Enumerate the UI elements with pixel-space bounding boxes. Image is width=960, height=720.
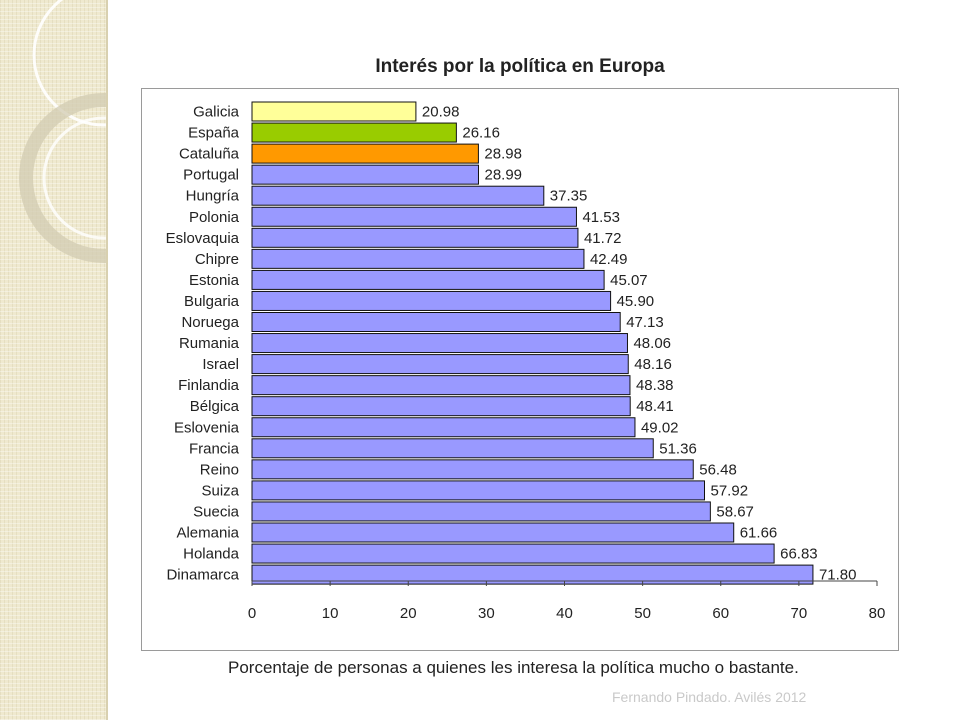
data-label: 41.53 bbox=[582, 209, 620, 226]
category-label: Holanda bbox=[183, 546, 240, 563]
category-label: Dinamarca bbox=[166, 567, 239, 584]
x-axis-label: Porcentaje de personas a quienes les int… bbox=[228, 658, 799, 677]
bar-chart: Galicia 20.98 España 26.16 Cataluña 28.98 Port… bbox=[166, 101, 886, 622]
data-label: 51.36 bbox=[659, 440, 697, 457]
category-label: Polonia bbox=[189, 209, 240, 226]
bar bbox=[251, 417, 636, 438]
bar bbox=[251, 312, 621, 332]
category-label: Finlandia bbox=[178, 377, 240, 394]
bar bbox=[251, 164, 479, 185]
bar bbox=[251, 543, 775, 564]
category-label: Eslovaquia bbox=[166, 230, 240, 247]
x-tick-label: 50 bbox=[634, 605, 651, 622]
category-label: España bbox=[188, 125, 240, 142]
data-label: 26.16 bbox=[462, 125, 500, 142]
data-label: 28.98 bbox=[484, 146, 522, 163]
bar bbox=[251, 185, 545, 206]
chart-title: Interés por la política en Europa bbox=[375, 56, 665, 77]
category-label: Israel bbox=[202, 356, 239, 373]
category-label: Reino bbox=[200, 461, 239, 478]
x-tick-label: 30 bbox=[478, 605, 495, 622]
bar bbox=[251, 396, 631, 417]
data-label: 49.02 bbox=[641, 419, 679, 436]
data-label: 48.16 bbox=[634, 356, 672, 373]
data-label: 61.66 bbox=[740, 525, 778, 542]
category-label: Noruega bbox=[181, 314, 239, 331]
data-label: 66.83 bbox=[780, 546, 818, 563]
category-label: Suiza bbox=[201, 482, 239, 499]
data-label: 45.07 bbox=[610, 272, 648, 289]
x-tick-label: 10 bbox=[322, 605, 339, 622]
category-label: Galicia bbox=[193, 104, 240, 121]
x-tick-label: 60 bbox=[712, 605, 729, 622]
bar bbox=[251, 101, 417, 122]
data-label: 56.48 bbox=[699, 461, 737, 478]
bar bbox=[251, 227, 579, 248]
bar bbox=[251, 354, 629, 375]
category-label: Bulgaria bbox=[184, 293, 240, 310]
data-label: 20.98 bbox=[422, 104, 460, 121]
bar bbox=[251, 333, 628, 354]
bar bbox=[251, 459, 694, 480]
data-label: 41.72 bbox=[584, 230, 622, 247]
data-label: 71.80 bbox=[819, 567, 857, 584]
data-label: 58.67 bbox=[716, 503, 754, 520]
category-label: Cataluña bbox=[179, 146, 240, 163]
category-label: Alemania bbox=[176, 525, 239, 542]
data-label: 28.99 bbox=[484, 167, 522, 184]
category-label: Portugal bbox=[183, 167, 239, 184]
category-label: Estonia bbox=[189, 272, 240, 289]
data-label: 47.13 bbox=[626, 314, 664, 331]
bar bbox=[251, 438, 654, 459]
bar bbox=[251, 501, 711, 522]
x-tick-label: 80 bbox=[869, 605, 886, 622]
bar bbox=[251, 564, 814, 585]
data-label: 45.90 bbox=[617, 293, 655, 310]
decorative-circles-icon bbox=[19, 0, 106, 263]
data-label: 57.92 bbox=[711, 482, 749, 499]
data-label: 48.06 bbox=[633, 335, 671, 352]
bar bbox=[251, 122, 457, 143]
bar bbox=[251, 522, 735, 543]
bar bbox=[251, 480, 705, 501]
x-tick-label: 20 bbox=[400, 605, 417, 622]
category-label: Hungría bbox=[186, 188, 240, 205]
bar bbox=[251, 375, 631, 396]
category-label: Eslovenia bbox=[174, 419, 240, 436]
bar bbox=[251, 269, 605, 290]
x-tick-label: 70 bbox=[791, 605, 808, 622]
data-label: 48.41 bbox=[636, 398, 674, 415]
category-label: Bélgica bbox=[190, 398, 240, 415]
category-label: Suecia bbox=[193, 503, 240, 520]
category-label: Chipre bbox=[195, 251, 239, 268]
category-label: Francia bbox=[189, 440, 240, 457]
x-tick-label: 0 bbox=[248, 605, 256, 622]
slide-decoration bbox=[0, 0, 108, 720]
data-label: 48.38 bbox=[636, 377, 674, 394]
footer-credit: Fernando Pindado. Avilés 2012 bbox=[612, 689, 807, 705]
bar bbox=[251, 248, 585, 269]
bar bbox=[251, 290, 612, 311]
bar bbox=[251, 143, 479, 164]
bar bbox=[251, 206, 577, 227]
chart-frame: Galicia 20.98 España 26.16 Cataluña 28.98 Port… bbox=[141, 88, 899, 651]
data-label: 42.49 bbox=[590, 251, 628, 268]
category-label: Rumania bbox=[179, 335, 240, 352]
x-tick-label: 40 bbox=[556, 605, 573, 622]
data-label: 37.35 bbox=[550, 188, 588, 205]
